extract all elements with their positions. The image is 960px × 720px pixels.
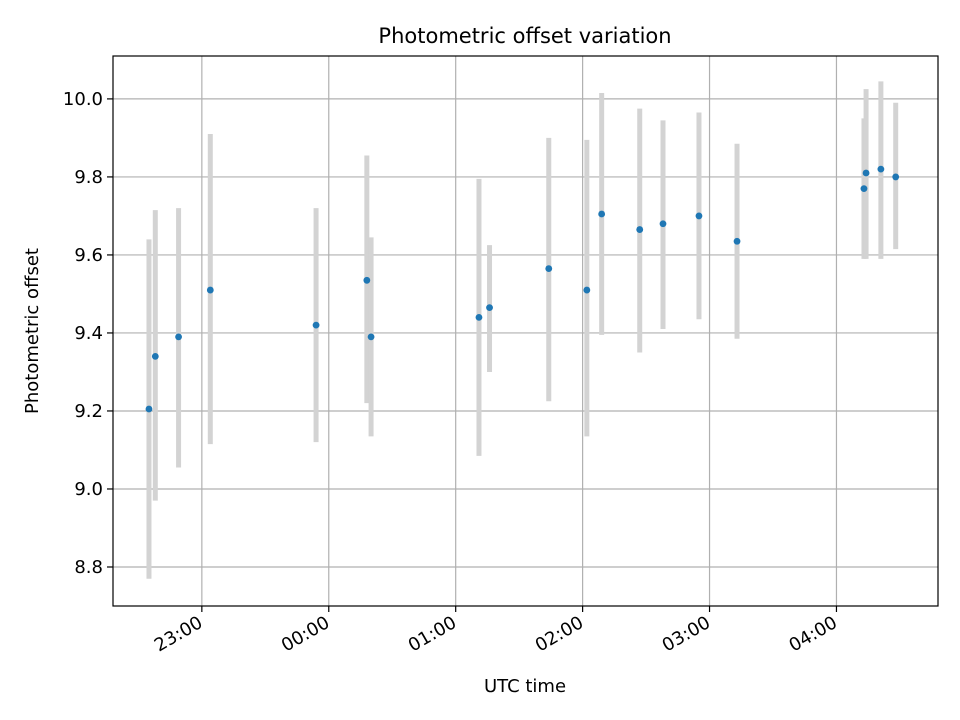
data-point <box>486 304 493 311</box>
data-point <box>363 276 371 284</box>
y-axis-ticks: 8.8 9.0 9.2 9.4 9.6 9.8 10.0 <box>63 89 113 578</box>
data-point <box>583 286 591 294</box>
data-point <box>877 165 885 173</box>
y-tick-label: 9.8 <box>74 167 103 188</box>
data-point <box>733 237 741 245</box>
data-point <box>145 405 153 413</box>
y-tick-label: 8.8 <box>74 557 103 578</box>
data-point <box>892 173 900 181</box>
data-point <box>475 313 483 321</box>
data-markers <box>145 165 900 413</box>
data-point <box>175 333 182 341</box>
data-point <box>545 265 553 272</box>
plot-frame <box>112 55 939 607</box>
data-point <box>862 169 870 177</box>
data-point <box>312 321 320 329</box>
data-point <box>206 286 214 294</box>
data-point <box>151 352 159 360</box>
y-tick-label: 9.4 <box>74 323 103 344</box>
x-axis-title: UTC time <box>484 676 566 697</box>
data-point <box>636 226 644 233</box>
data-point <box>860 185 868 193</box>
y-tick-label: 10.0 <box>63 89 103 110</box>
y-axis-title: Photometric offset <box>22 248 43 414</box>
y-tick-label: 9.0 <box>74 479 103 500</box>
y-tick-label: 9.2 <box>74 401 103 422</box>
y-tick-label: 9.6 <box>74 245 103 266</box>
data-point <box>695 212 703 220</box>
data-point <box>659 220 667 228</box>
chart-title: Photometric offset variation <box>378 24 671 48</box>
data-point <box>598 210 606 218</box>
grid <box>113 56 938 606</box>
data-point <box>367 333 375 341</box>
